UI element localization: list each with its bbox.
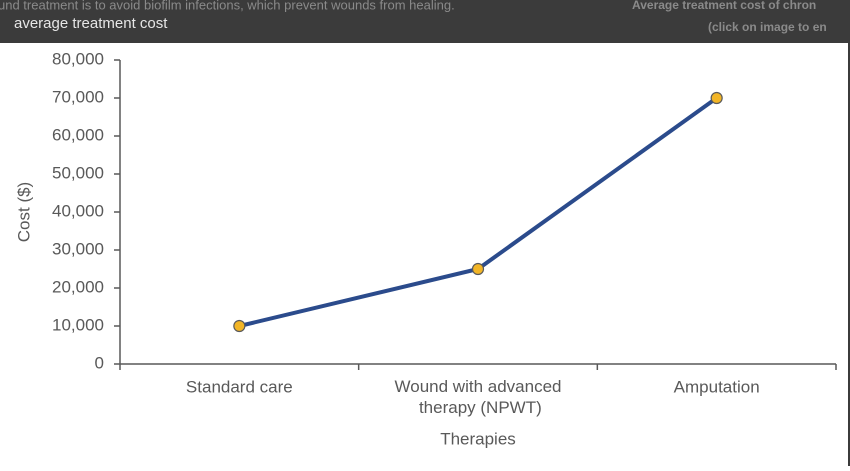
x-axis-label: Therapies — [440, 429, 516, 448]
y-tick-label: 0 — [95, 353, 104, 372]
marker — [471, 262, 485, 276]
background-text: und treatment is to avoid biofilm infect… — [0, 0, 455, 12]
frame-edge — [848, 0, 850, 466]
caption: average treatment cost — [14, 15, 168, 32]
y-tick-label: 20,000 — [52, 277, 104, 296]
y-axis-label: Cost ($) — [14, 182, 33, 242]
y-tick-label: 80,000 — [52, 49, 104, 68]
y-tick-label: 10,000 — [52, 315, 104, 334]
marker — [710, 91, 723, 105]
x-tick-label: Wound with advanced therapy (NPWT) — [395, 377, 562, 417]
y-tick-label: 30,000 — [52, 239, 104, 258]
y-tick-label: 70,000 — [52, 87, 104, 106]
y-tick-label: 60,000 — [52, 125, 104, 144]
marker — [233, 319, 246, 333]
y-tick-label: 50,000 — [52, 163, 104, 182]
side-title: Average treatment cost of chron — [632, 0, 816, 12]
x-tick-label: Standard care — [186, 377, 293, 396]
x-tick-label: Amputation — [674, 377, 760, 396]
y-tick-label: 40,000 — [52, 201, 104, 220]
caption-bar — [0, 0, 850, 43]
side-hint: (click on image to en — [708, 20, 827, 34]
